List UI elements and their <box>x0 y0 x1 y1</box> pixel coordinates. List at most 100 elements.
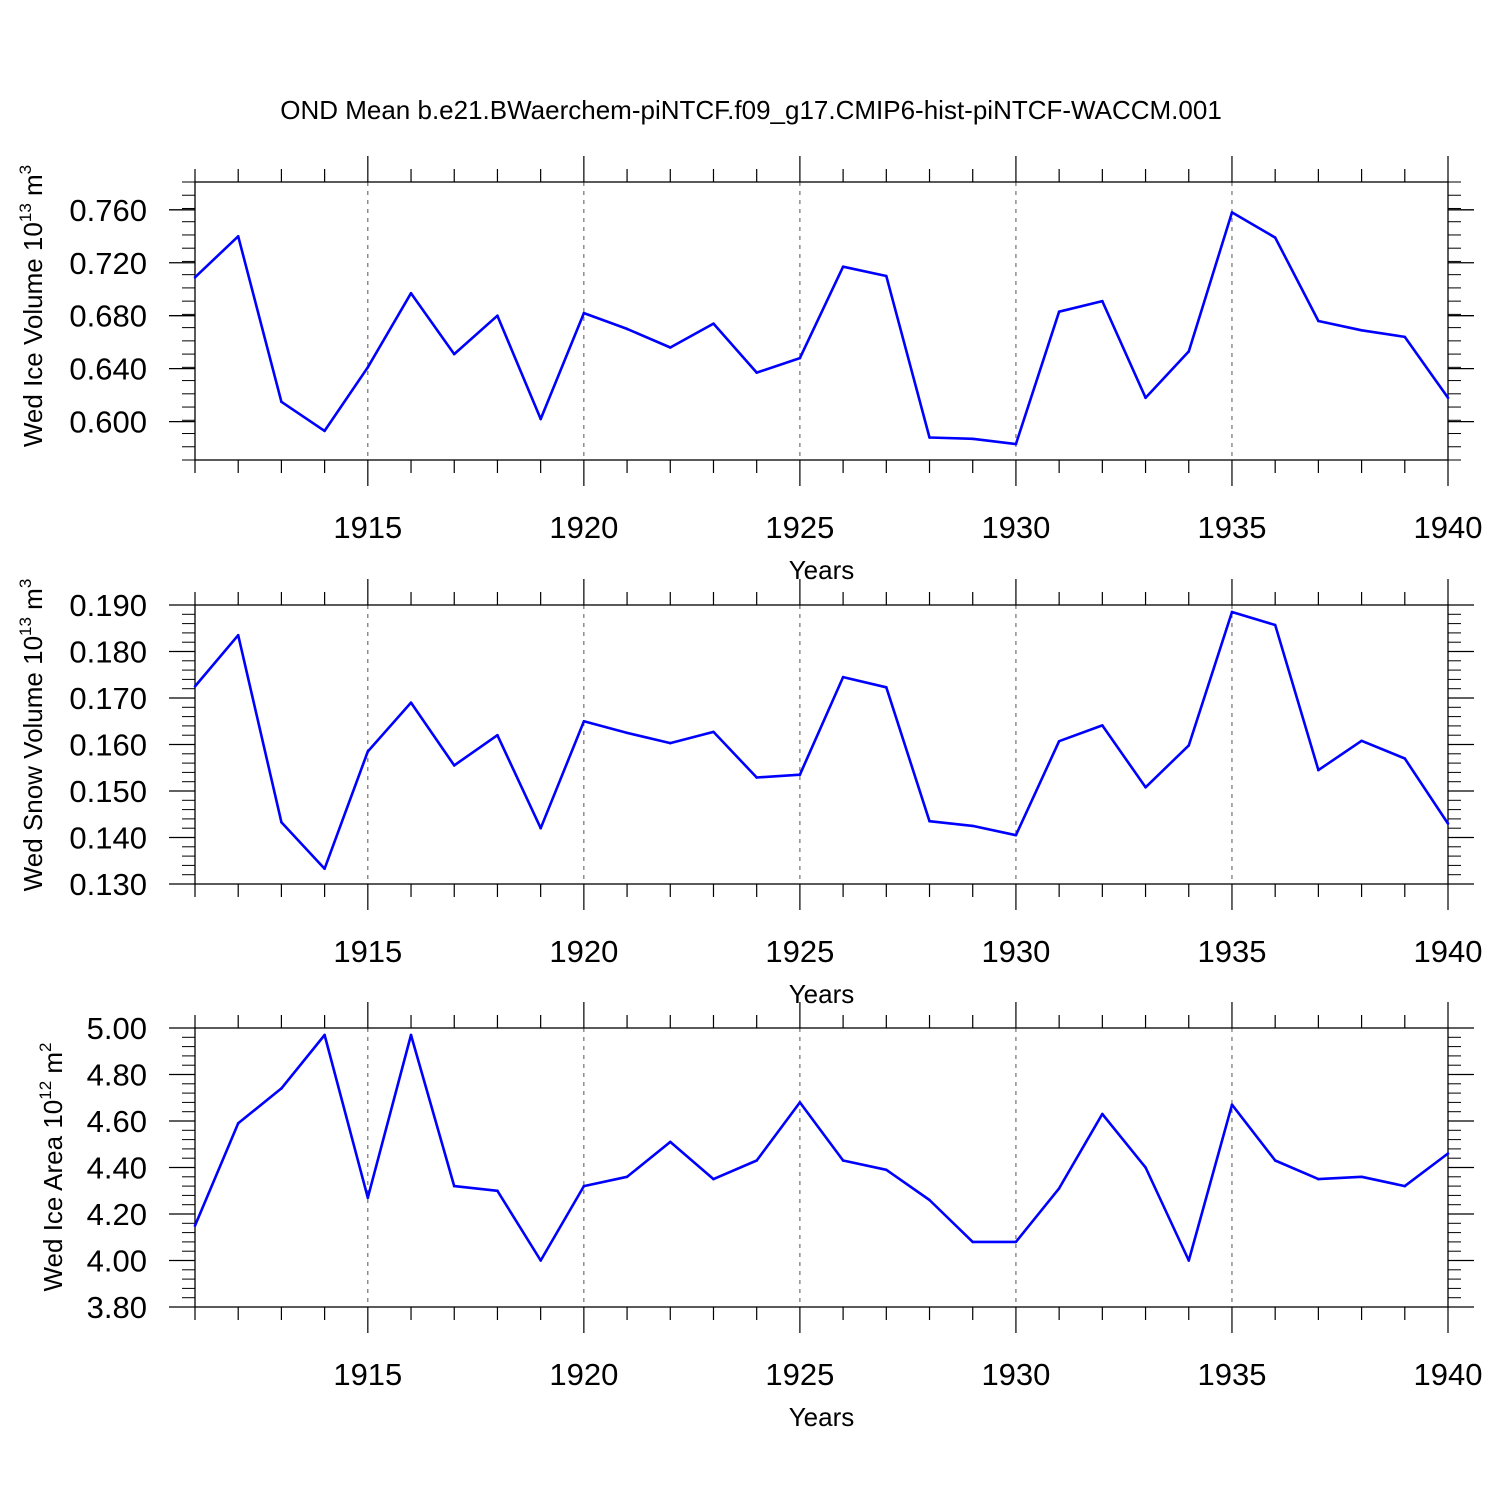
data-point <box>366 366 370 369</box>
y-axis-label: Wed Snow Volume 1013 m3 <box>16 579 48 892</box>
x-tick-label: 1920 <box>549 510 618 545</box>
y-tick-label: 0.720 <box>69 246 147 281</box>
data-point <box>323 867 326 870</box>
data-point <box>885 686 888 689</box>
data-point <box>582 1184 586 1188</box>
data-point <box>1317 768 1320 772</box>
data-point <box>625 327 629 331</box>
data-point <box>712 730 715 734</box>
data-point <box>409 701 413 704</box>
data-point <box>236 234 240 238</box>
data-point <box>236 1122 240 1125</box>
data-point <box>452 352 456 356</box>
data-point <box>971 437 975 441</box>
chart-panel-1: 0.600 0.640 0.680 0.720 0.760 1915 1920 1925 193… <box>16 156 1482 585</box>
data-point <box>409 1033 413 1037</box>
data-point <box>625 731 629 735</box>
y-tick-label: 0.600 <box>69 405 147 440</box>
data-point <box>1360 739 1363 743</box>
series-line <box>193 1033 1449 1262</box>
x-tick-label: 1925 <box>765 510 834 545</box>
y-tick-label: 0.160 <box>69 728 147 763</box>
data-point <box>280 820 283 824</box>
x-tick-label: 1915 <box>333 1357 402 1392</box>
plot-frame <box>194 181 1449 461</box>
data-point <box>1057 739 1061 743</box>
data-point <box>1014 1240 1018 1244</box>
data-point <box>971 1240 975 1244</box>
series-line <box>194 610 1450 871</box>
x-tick-label: 1915 <box>333 510 402 545</box>
data-point <box>1360 328 1363 332</box>
y-tick-label: 4.60 <box>87 1104 147 1139</box>
data-point <box>1403 757 1407 760</box>
data-point <box>1273 623 1277 627</box>
data-point <box>1360 1175 1363 1179</box>
data-point <box>1230 610 1234 614</box>
data-point <box>1187 1259 1191 1262</box>
data-point <box>366 750 370 753</box>
y-axis-label: Wed Ice Area 1012 m2 <box>36 1042 68 1291</box>
y-tick-label: 3.80 <box>87 1290 147 1325</box>
data-point <box>1187 350 1191 353</box>
data-point <box>1014 442 1018 446</box>
data-point <box>366 1196 370 1200</box>
data-point <box>798 773 802 777</box>
data-point <box>1403 1184 1407 1188</box>
data-point <box>841 265 845 269</box>
data-point <box>712 1177 715 1181</box>
data-point <box>496 314 499 318</box>
data-point <box>1057 1187 1061 1190</box>
data-point <box>755 371 758 374</box>
y-tick-label: 0.640 <box>69 352 147 387</box>
data-point <box>1230 1103 1234 1107</box>
chart-panel-2: 0.130 0.140 0.150 0.160 0.170 0.180 0.190 1915 1… <box>16 579 1482 1009</box>
x-tick-label: 1935 <box>1197 1357 1266 1392</box>
data-point <box>712 322 715 325</box>
data-point <box>668 741 672 745</box>
data-point <box>928 436 931 439</box>
data-point <box>885 274 888 278</box>
data-point <box>193 1224 197 1227</box>
data-point <box>1014 833 1018 837</box>
data-point <box>452 1184 456 1188</box>
y-tick-label: 5.00 <box>87 1011 147 1046</box>
data-point <box>496 1189 499 1193</box>
data-point <box>1187 744 1191 747</box>
data-point <box>193 276 197 279</box>
data-point <box>1144 785 1147 789</box>
data-point <box>928 819 931 823</box>
data-point <box>280 1087 283 1090</box>
y-tick-label: 4.00 <box>87 1244 147 1279</box>
y-tick-label: 4.20 <box>87 1197 147 1232</box>
data-point <box>1317 1177 1320 1181</box>
data-point <box>280 400 283 404</box>
data-point <box>1144 396 1147 400</box>
data-point <box>409 291 413 295</box>
data-point <box>668 346 672 349</box>
y-tick-label: 0.680 <box>69 299 147 334</box>
y-tick-label: 0.130 <box>69 867 147 902</box>
x-tick-label: 1930 <box>981 510 1050 545</box>
x-tick-label: 1915 <box>333 934 402 969</box>
data-point <box>582 311 586 315</box>
data-point <box>928 1198 931 1202</box>
x-tick-label: 1940 <box>1414 510 1483 545</box>
data-point <box>1403 335 1407 339</box>
y-tick-label: 0.760 <box>69 193 147 228</box>
data-point <box>1446 396 1450 400</box>
data-point <box>323 429 326 433</box>
data-point <box>885 1168 888 1172</box>
data-point <box>755 1159 758 1162</box>
x-tick-label: 1920 <box>549 1357 618 1392</box>
x-tick-label: 1940 <box>1414 1357 1483 1392</box>
x-tick-label: 1925 <box>765 934 834 969</box>
data-point <box>1230 211 1234 214</box>
x-tick-label: 1935 <box>1197 510 1266 545</box>
y-tick-label: 0.150 <box>69 774 147 809</box>
x-axis-label: Years <box>789 1402 855 1432</box>
data-point <box>625 1175 629 1179</box>
data-point <box>1057 310 1061 314</box>
data-point <box>1101 1112 1104 1116</box>
y-tick-label: 0.170 <box>69 681 147 716</box>
